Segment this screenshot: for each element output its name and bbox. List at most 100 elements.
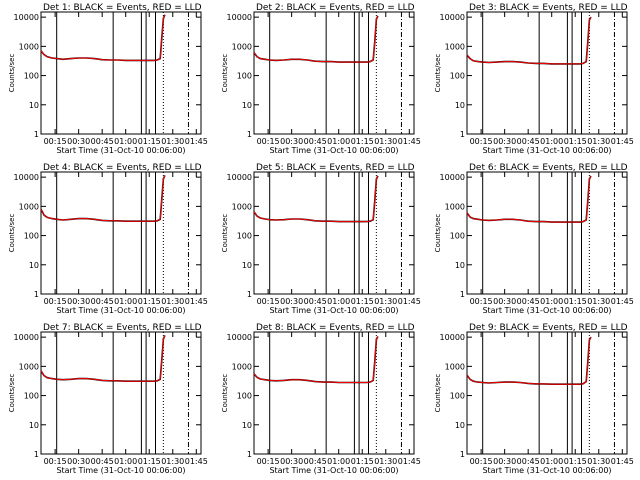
chart-6-xtick-label-6: 01:30 — [587, 297, 610, 306]
chart-2-ytick-label-4: 1000 — [232, 42, 252, 51]
chart-5-xtick-label-1: 00:15 — [257, 297, 280, 306]
chart-9-xtick-label-1: 00:15 — [470, 457, 493, 466]
chart-6-ytick-label-4: 1000 — [445, 202, 465, 211]
chart-9-xtick-label-5: 01:15 — [564, 457, 587, 466]
chart-3-ytick-label-3: 100 — [450, 72, 465, 81]
chart-2-ytick-label-2: 10 — [242, 101, 252, 110]
chart-8-ytick-label-2: 10 — [242, 421, 252, 430]
chart-6-ytick-label-2: 10 — [455, 261, 465, 270]
chart-7-ytick-label-3: 100 — [24, 392, 39, 401]
chart-3: Det 3: BLACK = Events, RED = LLD 1 10 100 10… — [434, 3, 634, 155]
chart-2-ylabel: Counts/sec — [221, 54, 229, 93]
chart-9-ytick-label-5: 10000 — [440, 333, 465, 342]
chart-8-ylabel: Counts/sec — [221, 374, 229, 413]
chart-1-ytick-label-3: 100 — [24, 72, 39, 81]
chart-3-xtick-label-2: 00:30 — [493, 137, 516, 146]
chart-7-ytick-label-5: 10000 — [14, 333, 39, 342]
chart-9-frame — [466, 331, 628, 455]
chart-7-xtick-label-1: 00:15 — [44, 457, 67, 466]
chart-2-series-lld — [253, 15, 379, 63]
chart-2-ytick-label-5: 10000 — [227, 13, 252, 22]
chart-5-xtick-label-4: 01:00 — [327, 297, 350, 306]
chart-2-ytick-label-3: 100 — [237, 72, 252, 81]
chart-6-xtick-label-1: 00:15 — [470, 297, 493, 306]
chart-5-ytick-label-3: 100 — [237, 232, 252, 241]
chart-4-title: Det 4: BLACK = Events, RED = LLD — [43, 163, 202, 173]
chart-8-ytick-label-4: 1000 — [232, 362, 252, 371]
chart-7-xtick-label-4: 01:00 — [114, 457, 137, 466]
chart-5-frame — [253, 171, 415, 295]
chart-6-xtick-label-3: 00:45 — [517, 297, 540, 306]
chart-6-ytick-label-1: 1 — [460, 290, 465, 299]
chart-8-xtick-label-3: 00:45 — [304, 457, 327, 466]
chart-4-xtick-label-2: 00:30 — [67, 297, 90, 306]
chart-2-xtick-label-3: 00:45 — [304, 137, 327, 146]
chart-6-xtick-label-4: 01:00 — [540, 297, 563, 306]
chart-4: Det 4: BLACK = Events, RED = LLD 1 10 100 10… — [8, 163, 208, 315]
chart-1-xtick-label-6: 01:30 — [161, 137, 184, 146]
chart-4-xtick-label-5: 01:15 — [138, 297, 161, 306]
chart-7-ytick-label-1: 1 — [34, 450, 39, 459]
chart-7-ytick-label-4: 1000 — [19, 362, 39, 371]
chart-9-ylabel: Counts/sec — [434, 374, 442, 413]
chart-1-ytick-label-4: 1000 — [19, 42, 39, 51]
chart-4-ylabel: Counts/sec — [8, 214, 16, 253]
chart-8-xtick-label-2: 00:30 — [280, 457, 303, 466]
chart-1-xtick-label-5: 01:15 — [138, 137, 161, 146]
chart-5-xtick-label-3: 00:45 — [304, 297, 327, 306]
chart-3-xtick-label-1: 00:15 — [470, 137, 493, 146]
chart-2-xtick-label-6: 01:30 — [374, 137, 397, 146]
chart-3-ytick-label-1: 1 — [460, 130, 465, 139]
chart-1-xtick-label-7: 01:45 — [185, 137, 208, 146]
chart-8-ytick-label-3: 100 — [237, 392, 252, 401]
chart-2-xtick-label-7: 01:45 — [398, 137, 421, 146]
chart-8-title: Det 8: BLACK = Events, RED = LLD — [256, 323, 415, 333]
chart-4-xtick-label-3: 00:45 — [91, 297, 114, 306]
chart-5-ylabel: Counts/sec — [221, 214, 229, 253]
chart-2-ytick-label-1: 1 — [247, 130, 252, 139]
chart-1-xtick-label-1: 00:15 — [44, 137, 67, 146]
chart-3-ytick-label-5: 10000 — [440, 13, 465, 22]
chart-8: Det 8: BLACK = Events, RED = LLD 1 10 100 10… — [221, 323, 421, 475]
chart-6-ytick-label-3: 100 — [450, 232, 465, 241]
chart-4-series-lld — [40, 175, 166, 222]
chart-7-ylabel: Counts/sec — [8, 374, 16, 413]
chart-8-xtick-label-4: 01:00 — [327, 457, 350, 466]
chart-9-xtick-label-2: 00:30 — [493, 457, 516, 466]
chart-7-xtick-label-2: 00:30 — [67, 457, 90, 466]
chart-8-frame — [253, 331, 415, 455]
chart-9-xtick-label-6: 01:30 — [587, 457, 610, 466]
chart-5: Det 5: BLACK = Events, RED = LLD 1 10 100 10… — [221, 163, 421, 315]
chart-5-ytick-label-2: 10 — [242, 261, 252, 270]
chart-5-ytick-label-5: 10000 — [227, 173, 252, 182]
chart-4-xtick-label-7: 01:45 — [185, 297, 208, 306]
chart-8-xtick-label-5: 01:15 — [351, 457, 374, 466]
chart-3-ylabel: Counts/sec — [434, 54, 442, 93]
chart-1-xtick-label-3: 00:45 — [91, 137, 114, 146]
chart-8-series-lld — [253, 336, 379, 383]
chart-1-ytick-label-1: 1 — [34, 130, 39, 139]
chart-5-ytick-label-1: 1 — [247, 290, 252, 299]
chart-7: Det 7: BLACK = Events, RED = LLD 1 10 100 10… — [8, 323, 208, 475]
chart-3-title: Det 3: BLACK = Events, RED = LLD — [469, 3, 628, 13]
chart-4-xlabel: Start Time (31-Oct-10 00:06:00) — [56, 306, 185, 315]
chart-7-xtick-label-6: 01:30 — [161, 457, 184, 466]
chart-6-xtick-label-5: 01:15 — [564, 297, 587, 306]
chart-1-xtick-label-2: 00:30 — [67, 137, 90, 146]
chart-5-ytick-label-4: 1000 — [232, 202, 252, 211]
chart-9-ytick-label-3: 100 — [450, 392, 465, 401]
chart-9-ytick-label-1: 1 — [460, 450, 465, 459]
chart-9-xtick-label-4: 01:00 — [540, 457, 563, 466]
chart-2-frame — [253, 11, 415, 135]
chart-3-xtick-label-5: 01:15 — [564, 137, 587, 146]
chart-9-xtick-label-3: 00:45 — [517, 457, 540, 466]
chart-6-xlabel: Start Time (31-Oct-10 00:06:00) — [482, 306, 611, 315]
chart-9: Det 9: BLACK = Events, RED = LLD 1 10 100 10… — [434, 323, 634, 475]
chart-1-ytick-label-2: 10 — [29, 101, 39, 110]
chart-2-xlabel: Start Time (31-Oct-10 00:06:00) — [269, 146, 398, 155]
chart-5-xtick-label-2: 00:30 — [280, 297, 303, 306]
chart-4-ytick-label-2: 10 — [29, 261, 39, 270]
chart-4-xtick-label-6: 01:30 — [161, 297, 184, 306]
chart-2-title: Det 2: BLACK = Events, RED = LLD — [256, 3, 415, 13]
